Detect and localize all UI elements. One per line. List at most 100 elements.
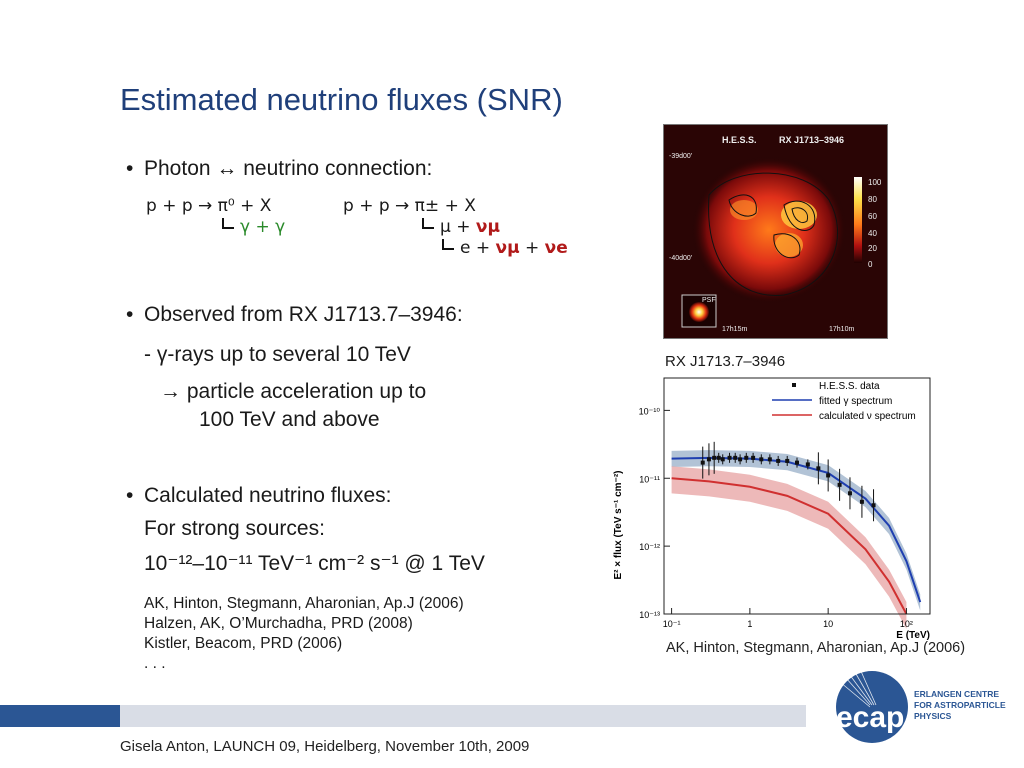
data-point [738,457,743,462]
data-point [776,458,781,463]
y-axis-label: E² × flux (TeV s⁻¹ cm⁻²) [613,471,624,580]
data-point [795,460,799,465]
decay-arrow-icon [442,239,454,250]
footer-bar [120,705,806,727]
reference-item: AK, Hinton, Stegmann, Aharonian, Ap.J (2… [144,595,464,612]
data-point [751,455,756,460]
bullet-text: Photon ↔ neutrino connection: [144,157,433,180]
reference-item: Halzen, AK, O’Murchadha, PRD (2008) [144,615,413,632]
ra-right-label: 17h10m [829,326,855,333]
data-point [712,455,717,460]
data-point [720,457,725,462]
logo-globe-icon [836,671,908,743]
data-point [759,457,764,462]
colorbar-tick: 100 [868,178,882,187]
gamma-gamma: γ + γ [240,217,286,237]
series-line-neutrino [671,477,908,615]
y-tick-label: 10⁻¹² [639,542,660,552]
data-point [859,499,864,504]
decay-arrow-icon [222,218,234,229]
references: AK, Hinton, Stegmann, Aharonian, Ap.J (2… [144,594,464,674]
y-tick-label: 10⁻¹⁰ [639,406,661,416]
data-point [837,482,842,487]
electron: e + [460,238,496,258]
acceleration-line: → particle acceleration up to [160,380,427,403]
bullet-text: Calculated neutrino fluxes: [144,484,392,507]
logo-line-1: ERLANGEN CENTRE [914,689,999,699]
data-point [767,457,772,462]
strong-sources-line: For strong sources: [144,517,325,540]
footer-text: Gisela Anton, LAUNCH 09, Heidelberg, Nov… [120,738,530,755]
colorbar-tick: 60 [868,212,877,221]
y-tick-label: 10⁻¹³ [639,610,660,620]
bullet-text: Observed from RX J1713.7–3946: [144,303,463,326]
reference-item: Kistler, Beacom, PRD (2006) [144,635,343,652]
muon: μ + [440,217,476,237]
data-point [700,460,705,465]
data-point [716,455,721,460]
plot-frame [663,377,931,615]
decay-pi0: γ + γ [222,217,285,237]
plus: + [519,238,545,258]
legend-label: H.E.S.S. data [819,381,880,392]
x-axis-label: E (TeV) [896,630,930,641]
decay-arrow-icon [422,218,434,229]
data-point [847,491,852,496]
bullet-observed: • Observed from RX J1713.7–3946: [126,303,463,327]
colorbar-tick: 20 [868,244,877,253]
dec-bottom-label: -40d00' [669,255,693,262]
data-point [733,455,738,460]
x-tick-label: 10 [823,619,833,629]
dec-top-label: -39d00' [669,153,693,160]
data-point [727,455,732,460]
decay-muon: e + νμ + νe [442,238,568,258]
gamma-rays-line: - γ-rays up to several 10 TeV [144,343,411,366]
nu-e: νe [544,238,568,258]
logo-line-3: PHYSICS [914,711,952,721]
bullet-dot: • [126,303,134,326]
psf-label: PSF [702,297,716,304]
bullet-dot: • [126,157,134,180]
ecap-logo: ecap ERLANGEN CENTRE FOR ASTROPARTICLE P… [833,666,1006,743]
legend-marker-data [792,383,796,387]
nu-mu-2: νμ [495,238,520,258]
slide-title: Estimated neutrino fluxes (SNR) [120,82,563,117]
data-point [805,462,810,467]
logo-word: ecap [836,701,904,734]
bullet-neutrino-fluxes: • Calculated neutrino fluxes: [126,484,391,508]
data-point [816,466,821,471]
bullet-photon-neutrino: • Photon ↔ neutrino connection: [126,157,432,181]
acceleration-line-2: 100 TeV and above [199,408,380,431]
colorbar-tick: 40 [868,229,877,238]
legend-label: calculated ν spectrum [819,411,916,422]
reference-item: . . . [144,655,166,672]
logo-line-2: FOR ASTROPARTICLE [914,700,1006,710]
hess-label: H.E.S.S. [722,135,757,145]
flux-range: 10⁻¹²–10⁻¹¹ TeV⁻¹ cm⁻² s⁻¹ @ 1 TeV [144,552,485,575]
x-tick-label: 10⁻¹ [663,619,681,629]
data-point [826,473,831,478]
neutrino-uncertainty-band [671,466,907,630]
data-point [785,458,790,463]
data-point [706,457,711,462]
x-tick-label: 1 [747,619,752,629]
reaction-pi-charged: p + p → π± + X [343,196,476,216]
bullet-dot: • [126,484,134,507]
hess-sky-map: 100 80 60 40 20 0 H.E.S.S. RX J1713–3946… [663,124,888,339]
data-point [871,503,876,508]
ra-left-label: 17h15m [722,326,748,333]
data-point [744,455,749,460]
decay-pi-charged: μ + νμ [422,217,500,237]
y-tick-label: 10⁻¹¹ [639,474,660,484]
footer-bar-accent [0,705,120,727]
nu-mu: νμ [475,217,500,237]
reaction-pi0: p + p → π⁰ + X [146,196,272,216]
sky-map-caption: RX J1713.7–3946 [665,353,786,370]
source-label: RX J1713–3946 [779,135,845,145]
colorbar-tick: 80 [868,195,877,204]
legend-label: fitted γ spectrum [819,396,892,407]
colorbar-tick: 0 [868,260,873,269]
sky-map-image: 100 80 60 40 20 0 [664,125,887,338]
x-tick-label: 10² [900,619,913,629]
